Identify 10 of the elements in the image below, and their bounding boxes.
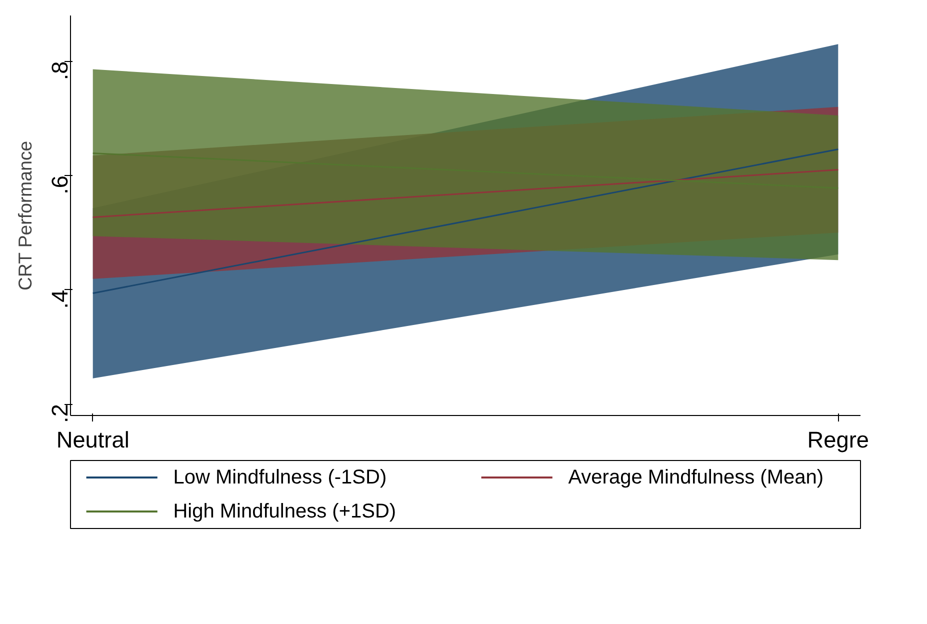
- legend-label: High Mindfulness (+1SD): [173, 500, 396, 522]
- y-tick-label: .8: [46, 61, 72, 80]
- legend-label: Average Mindfulness (Mean): [568, 466, 824, 488]
- y-tick-label: .6: [46, 175, 72, 194]
- legend-label: Low Mindfulness (-1SD): [173, 466, 387, 488]
- y-tick-label: .4: [46, 290, 72, 309]
- x-tick-label: Regre: [807, 426, 870, 452]
- y-tick-label: .2: [46, 404, 72, 423]
- y-axis-title: CRT Performance: [14, 140, 36, 290]
- x-tick-label: Neutral: [56, 426, 130, 452]
